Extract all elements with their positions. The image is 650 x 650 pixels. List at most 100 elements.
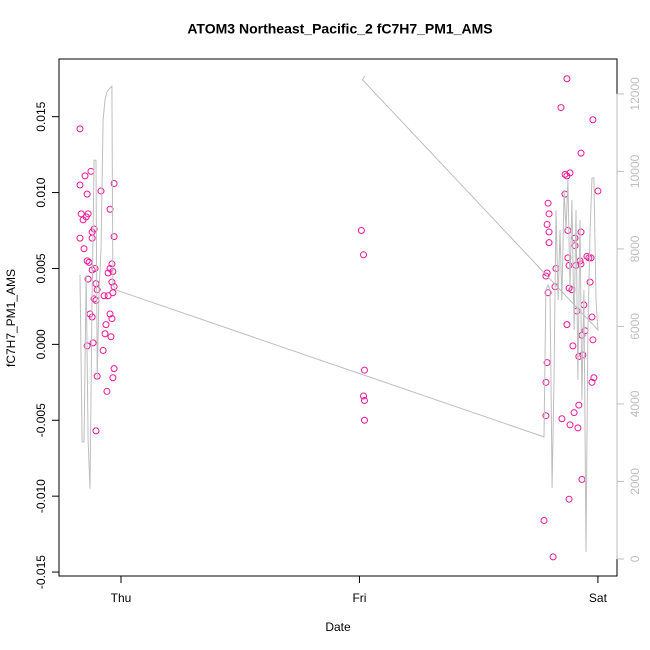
data-point (92, 296, 100, 304)
data-point (590, 374, 598, 382)
x-tick-label: Thu (111, 591, 132, 605)
data-point (360, 397, 368, 405)
x-tick-label: Sat (589, 591, 608, 605)
x-axis-label: Date (325, 620, 351, 634)
data-point (578, 475, 586, 483)
y2-tick-label: 12000 (628, 77, 642, 111)
data-point (76, 181, 84, 189)
data-point (84, 210, 92, 218)
data-point (76, 125, 84, 133)
data-point (545, 239, 553, 247)
data-point (563, 75, 571, 83)
data-point (84, 275, 92, 283)
data-point (102, 321, 110, 329)
series-line (79, 75, 599, 553)
data-point (106, 310, 114, 318)
y2-tick-label: 0 (628, 555, 642, 562)
y-tick-label: 0.015 (34, 101, 48, 131)
data-point (360, 366, 368, 374)
data-point (110, 365, 118, 373)
data-point (81, 172, 89, 180)
data-point (586, 278, 594, 286)
data-point (101, 330, 109, 338)
data-point (544, 289, 552, 297)
data-point (589, 336, 597, 344)
y-axis-label: fC7H7_PM1_AMS (4, 269, 18, 367)
data-point (360, 251, 368, 259)
data-point (577, 149, 585, 157)
y2-tick-label: 6000 (628, 313, 642, 340)
data-point (109, 289, 117, 297)
data-point (542, 378, 550, 386)
data-point (575, 401, 583, 409)
data-point (594, 187, 602, 195)
data-point (108, 260, 116, 268)
x-tick-label: Fri (352, 591, 366, 605)
data-point (574, 424, 582, 432)
data-point (110, 283, 118, 291)
data-point (544, 199, 552, 207)
y2-tick-label: 10000 (628, 154, 642, 188)
data-point (110, 179, 118, 187)
data-point (88, 234, 96, 242)
data-point (542, 272, 550, 280)
data-point (566, 421, 574, 429)
data-point (542, 412, 550, 420)
data-point (104, 292, 112, 300)
data-point (570, 409, 578, 417)
data-point (588, 378, 596, 386)
data-point (552, 264, 560, 272)
data-point (92, 427, 100, 435)
y-tick-label: 0.005 (34, 253, 48, 283)
data-point (563, 321, 571, 329)
data-point (565, 495, 573, 503)
data-point (90, 225, 98, 233)
y-tick-label: -0.010 (34, 479, 48, 513)
data-point (110, 233, 118, 241)
data-point (109, 374, 117, 382)
data-point (585, 254, 593, 262)
data-point (543, 359, 551, 367)
data-point (77, 210, 85, 218)
data-point (99, 346, 107, 354)
data-point (87, 167, 95, 175)
y-tick-label: 0.010 (34, 177, 48, 207)
y2-tick-label: 4000 (628, 390, 642, 417)
data-point (92, 280, 100, 288)
data-point (89, 339, 97, 347)
data-point (80, 245, 88, 253)
data-point (545, 228, 553, 236)
data-point (588, 313, 596, 321)
y-tick-label: -0.005 (34, 403, 48, 437)
data-point (564, 254, 572, 262)
y2-tick-label: 8000 (628, 235, 642, 262)
data-point (104, 269, 112, 277)
data-point (103, 387, 111, 395)
y-tick-label: 0.000 (34, 329, 48, 359)
data-point (360, 392, 368, 400)
data-point (106, 205, 114, 213)
data-point (100, 292, 108, 300)
chart-title: ATOM3 Northeast_Pacific_2 fC7H7_PM1_AMS (187, 21, 492, 37)
data-point (357, 227, 365, 235)
data-point (108, 315, 116, 323)
y2-tick-label: 2000 (628, 468, 642, 495)
data-point (107, 333, 115, 341)
data-point (76, 234, 84, 242)
data-point (85, 258, 93, 266)
data-point (83, 257, 91, 265)
plot-frame (58, 58, 618, 577)
y-tick-label: -0.015 (34, 555, 48, 589)
data-point (589, 116, 597, 124)
data-point (587, 254, 595, 262)
data-point (543, 220, 551, 228)
data-point (577, 228, 585, 236)
data-point (97, 187, 105, 195)
data-point (566, 169, 574, 177)
data-point (557, 104, 565, 112)
data-point (569, 342, 577, 350)
data-point (83, 190, 91, 198)
data-point (558, 415, 566, 423)
data-point (561, 170, 569, 178)
